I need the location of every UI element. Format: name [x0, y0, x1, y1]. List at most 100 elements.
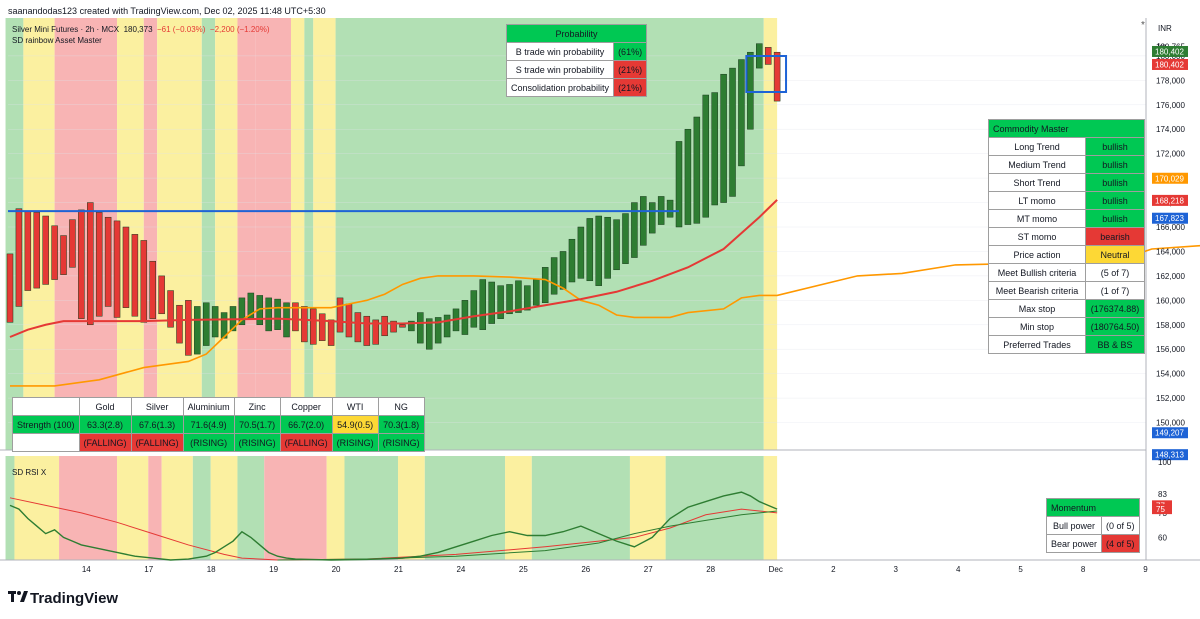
- candle: [24, 210, 32, 291]
- time-tick: 20: [332, 565, 341, 574]
- probability-title: Probability: [505, 24, 648, 43]
- rsi-zone: [398, 456, 425, 560]
- tradingview-brand: TradingView: [30, 590, 119, 607]
- cm-label: Short Trend: [988, 173, 1086, 192]
- commodity-master-table: Commodity Master Long Trend bullish Medium…: [988, 119, 1145, 354]
- candle: [773, 51, 781, 102]
- price-tick: 154,000: [1156, 370, 1185, 379]
- time-tick: 5: [1018, 565, 1023, 574]
- time-tick: 19: [269, 565, 278, 574]
- candle: [497, 285, 504, 319]
- candle: [693, 116, 701, 224]
- tradingview-logo[interactable]: TradingView: [8, 590, 118, 607]
- cm-label: Meet Bearish criteria: [988, 281, 1086, 300]
- momentum-label: Bull power: [1045, 516, 1103, 535]
- prob-label: S trade win probability: [505, 60, 615, 79]
- candle: [104, 216, 112, 307]
- strength-trend: (FALLING): [130, 433, 184, 452]
- time-tick: 26: [581, 565, 590, 574]
- candle: [390, 320, 397, 333]
- candle: [265, 297, 272, 332]
- cm-label: ST momo: [988, 227, 1086, 246]
- candle: [122, 226, 130, 308]
- candle: [666, 199, 674, 218]
- price-tick: 172,000: [1156, 150, 1185, 159]
- strength-value: 70.3(1.8): [377, 415, 425, 434]
- candle: [176, 304, 183, 344]
- price-tag: [1152, 194, 1188, 206]
- candle: [711, 92, 718, 206]
- price-tick: 150,000: [1156, 419, 1185, 428]
- rsi-zone: [424, 456, 506, 560]
- cm-label: Min stop: [988, 317, 1086, 336]
- candle: [622, 213, 629, 264]
- candle: [470, 290, 478, 328]
- rsi-tick: 83: [1158, 490, 1167, 499]
- rsi-zone: [192, 456, 211, 560]
- cm-label: Price action: [988, 245, 1086, 264]
- price-tick: 160,000: [1156, 296, 1185, 305]
- cm-value: bullish: [1085, 191, 1145, 210]
- strength-value: 70.5(1.7): [233, 415, 281, 434]
- price-tag-label: 167,823: [1155, 214, 1184, 223]
- candle: [292, 302, 299, 332]
- momentum-value: (4 of 5): [1101, 534, 1140, 553]
- prob-label: Consolidation probability: [505, 78, 615, 97]
- candle: [301, 306, 308, 343]
- strength-value: 67.6(1.3): [130, 415, 184, 434]
- price-tag: [1152, 58, 1188, 70]
- candle: [194, 306, 201, 355]
- chart-canvas[interactable]: INRkg180,765180,000178,000176,000174,000…: [0, 18, 1200, 578]
- strength-header: NG: [377, 397, 425, 416]
- time-tick: 8: [1081, 565, 1086, 574]
- cm-value: (180764.50): [1085, 317, 1145, 336]
- candle: [684, 128, 692, 225]
- legend-change2: −2,200 (−1.20%): [209, 25, 270, 34]
- legend-main: Silver Mini Futures · 2h · MCX 180,373 −…: [12, 24, 270, 46]
- background-zone: [201, 18, 216, 450]
- rsi-zone: [665, 456, 764, 560]
- cm-label: Long Trend: [988, 137, 1086, 156]
- price-tag-label: 180,402: [1155, 60, 1184, 69]
- rsi-zone: [59, 456, 118, 560]
- candle: [238, 297, 246, 326]
- candle: [372, 319, 379, 345]
- strength-value: 66.7(2.0): [279, 415, 333, 434]
- candle: [443, 314, 451, 338]
- rsi-lines: [9, 491, 778, 561]
- cm-value: bearish: [1085, 227, 1145, 246]
- cm-value: bullish: [1085, 209, 1145, 228]
- strength-empty: [12, 433, 80, 452]
- strength-label: Strength (100): [12, 415, 80, 434]
- rsi-zone: [210, 456, 238, 560]
- candle: [336, 297, 344, 333]
- asterisk-icon[interactable]: *: [1141, 20, 1145, 31]
- rsi-zone: [14, 456, 60, 560]
- time-tick: 18: [207, 565, 216, 574]
- commodity-master-title: Commodity Master: [988, 119, 1145, 138]
- strength-trend: (RISING): [377, 433, 425, 452]
- candle: [506, 284, 513, 315]
- candle: [568, 238, 576, 283]
- candle: [675, 141, 683, 228]
- cm-value: bullish: [1085, 137, 1145, 156]
- candle: [33, 212, 41, 289]
- candle: [274, 298, 281, 330]
- cm-value: BB & BS: [1085, 335, 1145, 354]
- candle: [363, 315, 371, 346]
- candles: [6, 43, 788, 356]
- rsi-main-line: [9, 491, 778, 561]
- price-tick: 158,000: [1156, 321, 1185, 330]
- strength-value: 54.9(0.5): [331, 415, 379, 434]
- cm-value: (176374.88): [1085, 299, 1145, 318]
- prob-value: (61%): [613, 42, 648, 61]
- background-zone: [313, 18, 336, 450]
- strength-header: Copper: [279, 397, 333, 416]
- legend-indicator: SD rainbow Asset Master: [12, 36, 102, 45]
- price-tag-label: 180,402: [1155, 47, 1184, 56]
- candle: [51, 225, 58, 280]
- background-zone: [290, 18, 305, 450]
- strength-trend: (RISING): [331, 433, 379, 452]
- cm-label: MT momo: [988, 209, 1086, 228]
- time-tick: 2: [831, 565, 836, 574]
